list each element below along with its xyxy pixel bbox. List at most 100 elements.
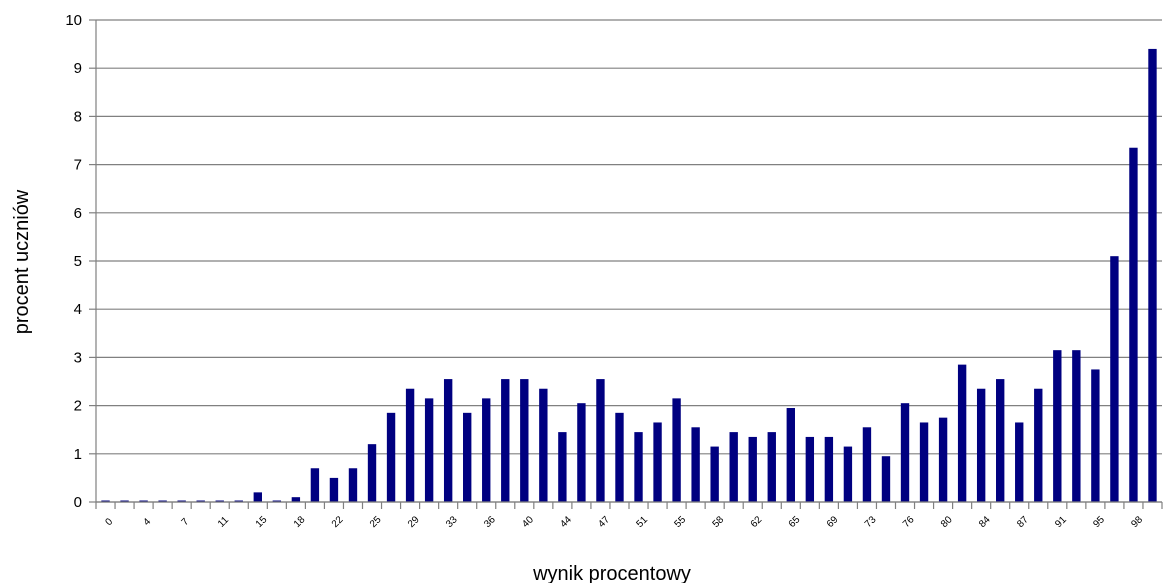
x-tick-label: 58 xyxy=(711,514,727,530)
bar xyxy=(158,500,167,502)
bar xyxy=(234,500,243,502)
bar xyxy=(1053,350,1062,502)
x-tick-label: 18 xyxy=(292,514,308,530)
x-tick-label: 29 xyxy=(406,514,422,530)
bar xyxy=(710,446,719,502)
bar xyxy=(824,436,834,502)
x-tick-label: 22 xyxy=(330,514,346,530)
bar xyxy=(291,497,301,502)
bar xyxy=(938,417,948,502)
x-tick-label: 11 xyxy=(216,514,231,529)
bar xyxy=(1091,369,1100,502)
x-tick-label: 51 xyxy=(634,514,650,530)
y-tick-label: 9 xyxy=(74,60,82,77)
bar xyxy=(862,427,872,502)
y-tick-label: 5 xyxy=(74,253,82,270)
bar xyxy=(424,398,434,502)
x-tick-label: 47 xyxy=(596,514,612,530)
bar xyxy=(443,379,453,502)
bars xyxy=(101,48,1157,503)
bar xyxy=(900,403,910,502)
axes xyxy=(89,19,1163,509)
x-tick-label: 73 xyxy=(863,514,879,530)
bar xyxy=(672,398,681,502)
x-tick-label: 98 xyxy=(1129,514,1145,530)
x-tick-label: 4 xyxy=(141,516,153,528)
x-tick-label: 33 xyxy=(444,514,460,530)
y-tick-label: 4 xyxy=(74,301,82,318)
bar xyxy=(1110,256,1119,502)
bar xyxy=(1015,422,1024,502)
x-tick-label: 65 xyxy=(787,514,803,530)
bar xyxy=(634,432,643,502)
bar xyxy=(843,446,853,502)
bar xyxy=(881,456,891,502)
bar xyxy=(1034,388,1043,502)
x-tick-label: 62 xyxy=(749,514,765,530)
bar xyxy=(767,432,776,502)
bar xyxy=(272,500,282,502)
bar xyxy=(919,422,929,502)
x-tick-label: 7 xyxy=(180,516,192,528)
bar xyxy=(729,432,738,502)
bar xyxy=(577,403,586,502)
y-tick-labels: 0 1 2 3 4 5 6 7 8 9 10 xyxy=(65,12,82,511)
bar xyxy=(558,432,567,502)
x-tick-label: 76 xyxy=(901,514,917,530)
x-tick-label: 15 xyxy=(254,514,270,530)
bar xyxy=(976,388,986,502)
y-tick-label: 1 xyxy=(74,446,82,463)
bar xyxy=(539,388,548,502)
bar xyxy=(520,379,529,502)
x-tick-label: 0 xyxy=(103,516,115,528)
bar xyxy=(805,436,815,502)
bar xyxy=(1148,48,1157,503)
y-tick-label: 6 xyxy=(74,205,82,222)
bar xyxy=(405,388,415,502)
y-tick-label: 3 xyxy=(74,349,82,366)
bar xyxy=(215,500,224,502)
bar xyxy=(786,408,795,502)
x-tick-labels: 0 4 7 11 15 18 22 25 29 33 36 40 44 47 51 55 58 62 65 69 73 7… xyxy=(103,514,1145,530)
bar xyxy=(748,436,757,502)
bar xyxy=(1129,147,1138,503)
y-tick-label: 7 xyxy=(74,157,82,174)
bar xyxy=(196,500,205,502)
bar xyxy=(139,500,148,502)
x-tick-label: 95 xyxy=(1091,514,1107,530)
bar xyxy=(596,379,605,502)
x-tick-label: 87 xyxy=(1015,514,1031,530)
x-tick-label: 40 xyxy=(520,514,536,530)
bar xyxy=(482,398,491,502)
bar xyxy=(101,500,110,502)
x-tick-label: 25 xyxy=(368,514,384,530)
y-axis-label: procent uczniów xyxy=(11,189,33,334)
bar xyxy=(348,468,358,502)
bar xyxy=(120,500,129,502)
x-tick-label: 69 xyxy=(825,514,841,530)
bar xyxy=(177,500,186,502)
bar xyxy=(1072,350,1081,502)
y-tick-label: 2 xyxy=(74,398,82,415)
bar xyxy=(367,444,377,502)
bar xyxy=(957,364,967,502)
x-tick-label: 84 xyxy=(977,514,993,530)
y-tick-label: 0 xyxy=(74,494,82,511)
bar xyxy=(501,379,510,502)
bar xyxy=(329,477,339,502)
x-tick-label: 91 xyxy=(1053,514,1069,530)
bar xyxy=(996,379,1005,502)
x-tick-label: 80 xyxy=(939,514,955,530)
y-tick-label: 8 xyxy=(74,108,82,125)
bar xyxy=(310,468,320,502)
bar xyxy=(615,412,624,502)
x-tick-label: 44 xyxy=(558,514,574,530)
x-axis-label: wynik procentowy xyxy=(532,563,691,583)
bar xyxy=(463,412,472,502)
y-tick-label: 10 xyxy=(65,12,82,29)
bar xyxy=(691,427,700,502)
bar xyxy=(253,492,262,502)
bar xyxy=(386,412,396,502)
x-tick-label: 55 xyxy=(673,514,689,530)
